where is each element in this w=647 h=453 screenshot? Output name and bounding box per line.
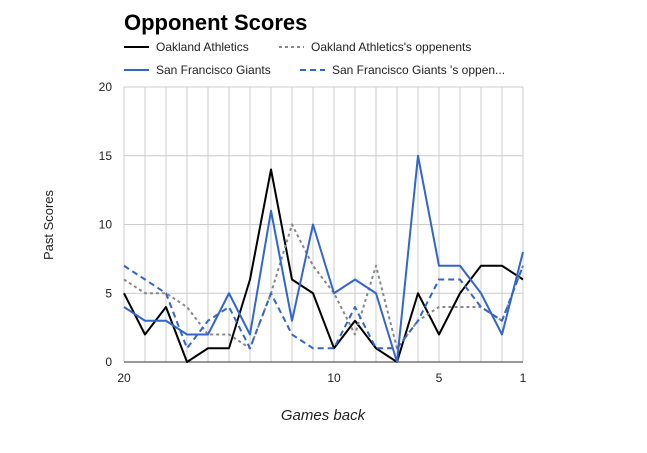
legend-item: Oakland Athletics's oppenents xyxy=(279,40,471,54)
legend-item: San Francisco Giants xyxy=(124,63,271,77)
y-tick-label: 0 xyxy=(105,355,112,369)
x-tick-label: 10 xyxy=(327,371,341,385)
series-line-4 xyxy=(123,264,524,350)
chart-title: Opponent Scores xyxy=(124,10,307,35)
y-tick-label: 15 xyxy=(99,149,113,163)
x-tick-label: 5 xyxy=(436,371,443,385)
x-tick-label: 20 xyxy=(117,371,131,385)
legend-item: Oakland Athletics xyxy=(124,40,249,54)
series-line-3 xyxy=(123,154,524,363)
y-axis-label: Past Scores xyxy=(41,189,56,260)
y-tick-label: 10 xyxy=(99,218,113,232)
legend: Oakland Athletics Oakland Athletics's opp… xyxy=(124,40,505,77)
series-layer xyxy=(123,154,524,363)
legend-label: San Francisco Giants 's oppen... xyxy=(332,63,505,77)
legend-label: Oakland Athletics's oppenents xyxy=(311,40,471,54)
legend-label: Oakland Athletics xyxy=(156,40,249,54)
y-tick-label: 20 xyxy=(99,80,113,94)
x-axis-label: Games back xyxy=(281,407,367,424)
y-tick-label: 5 xyxy=(105,286,112,300)
y-axis: 0 5 10 15 20 xyxy=(99,80,113,369)
series-line-2 xyxy=(123,223,524,350)
legend-label: San Francisco Giants xyxy=(156,63,271,77)
x-axis: 20 10 5 1 xyxy=(117,371,526,385)
legend-item: San Francisco Giants 's oppen... xyxy=(300,63,505,77)
series-line-1 xyxy=(123,168,524,363)
x-tick-label: 1 xyxy=(520,371,527,385)
